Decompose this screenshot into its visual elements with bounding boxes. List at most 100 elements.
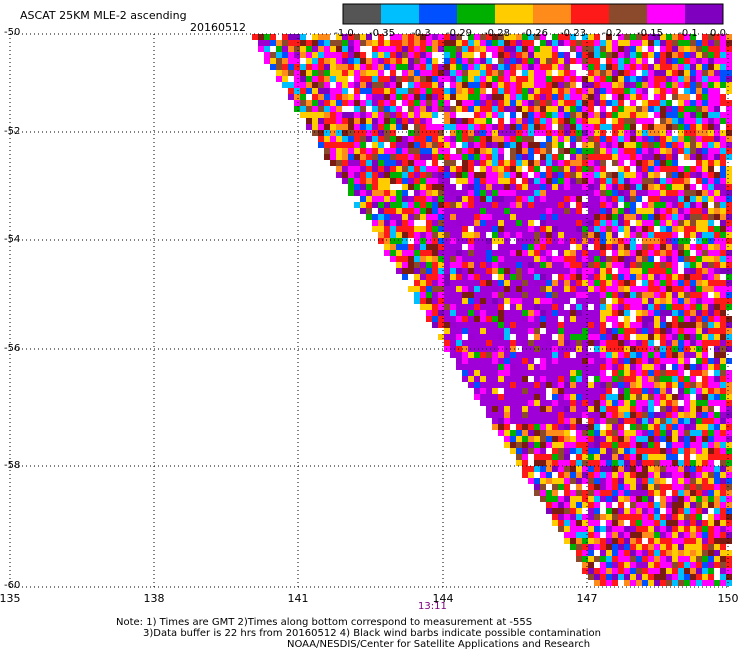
swath-cell: [498, 388, 504, 394]
swath-cell: [648, 112, 654, 118]
swath-cell: [390, 136, 396, 142]
swath-cell: [618, 340, 624, 346]
swath-cell: [648, 508, 654, 514]
swath-cell: [648, 220, 654, 226]
swath-cell: [576, 268, 582, 274]
swath-cell: [558, 280, 564, 286]
swath-cell: [642, 136, 648, 142]
swath-cell: [600, 334, 606, 340]
swath-cell: [276, 64, 282, 70]
swath-cell: [528, 340, 534, 346]
swath-cell: [486, 148, 492, 154]
swath-cell: [420, 70, 426, 76]
swath-cell: [708, 388, 714, 394]
swath-cell: [594, 412, 600, 418]
swath-cell: [678, 88, 684, 94]
swath-cell: [414, 136, 420, 142]
swath-cell: [468, 262, 474, 268]
swath-cell: [690, 166, 696, 172]
swath-cell: [384, 220, 390, 226]
swath-cell: [624, 430, 630, 436]
swath-cell: [456, 340, 462, 346]
swath-cell: [366, 124, 372, 130]
swath-cell: [444, 286, 450, 292]
swath-cell: [366, 220, 372, 226]
swath-cell: [588, 106, 594, 112]
swath-cell: [666, 484, 672, 490]
swath-cell: [702, 460, 708, 466]
swath-cell: [648, 286, 654, 292]
swath-cell: [714, 214, 720, 220]
swath-cell: [624, 196, 630, 202]
swath-cell: [624, 112, 630, 118]
swath-cell: [384, 226, 390, 232]
swath-cell: [462, 130, 468, 136]
swath-cell: [558, 316, 564, 322]
swath-cell: [648, 520, 654, 526]
swath-cell: [600, 484, 606, 490]
swath-cell: [366, 64, 372, 70]
swath-cell: [600, 292, 606, 298]
swath-cell: [486, 226, 492, 232]
swath-cell: [552, 334, 558, 340]
swath-cell: [708, 166, 714, 172]
swath-cell: [612, 580, 618, 586]
swath-cell: [420, 250, 426, 256]
swath-cell: [414, 166, 420, 172]
swath-cell: [294, 106, 300, 112]
swath-cell: [630, 148, 636, 154]
swath-cell: [714, 196, 720, 202]
swath-cell: [336, 40, 342, 46]
swath-cell: [714, 118, 720, 124]
swath-cell: [480, 136, 486, 142]
swath-cell: [648, 136, 654, 142]
swath-cell: [624, 496, 630, 502]
swath-cell: [528, 178, 534, 184]
swath-cell: [552, 424, 558, 430]
swath-cell: [576, 526, 582, 532]
swath-cell: [714, 250, 720, 256]
swath-cell: [594, 478, 600, 484]
swath-cell: [696, 370, 702, 376]
swath-cell: [414, 202, 420, 208]
swath-cell: [558, 274, 564, 280]
swath-cell: [462, 352, 468, 358]
swath-cell: [552, 448, 558, 454]
swath-cell: [570, 112, 576, 118]
swath-cell: [582, 346, 588, 352]
swath-cell: [696, 310, 702, 316]
swath-cell: [696, 292, 702, 298]
swath-cell: [666, 130, 672, 136]
swath-cell: [726, 94, 732, 100]
swath-cell: [492, 196, 498, 202]
swath-cell: [702, 316, 708, 322]
swath-cell: [366, 100, 372, 106]
swath-cell: [450, 136, 456, 142]
swath-cell: [696, 574, 702, 580]
swath-cell: [540, 34, 546, 40]
swath-cell: [702, 238, 708, 244]
swath-cell: [558, 436, 564, 442]
swath-cell: [528, 142, 534, 148]
swath-cell: [492, 64, 498, 70]
swath-cell: [498, 406, 504, 412]
swath-cell: [624, 310, 630, 316]
swath-cell: [540, 214, 546, 220]
swath-cell: [492, 148, 498, 154]
swath-cell: [576, 196, 582, 202]
swath-cell: [672, 340, 678, 346]
swath-cell: [510, 226, 516, 232]
swath-cell: [474, 94, 480, 100]
swath-cell: [342, 154, 348, 160]
swath-cell: [384, 106, 390, 112]
swath-cell: [504, 430, 510, 436]
swath-cell: [426, 172, 432, 178]
swath-cell: [480, 322, 486, 328]
swath-cell: [462, 250, 468, 256]
swath-cell: [342, 112, 348, 118]
swath-cell: [558, 484, 564, 490]
swath-cell: [660, 460, 666, 466]
swath-cell: [672, 118, 678, 124]
swath-cell: [498, 100, 504, 106]
swath-cell: [702, 130, 708, 136]
